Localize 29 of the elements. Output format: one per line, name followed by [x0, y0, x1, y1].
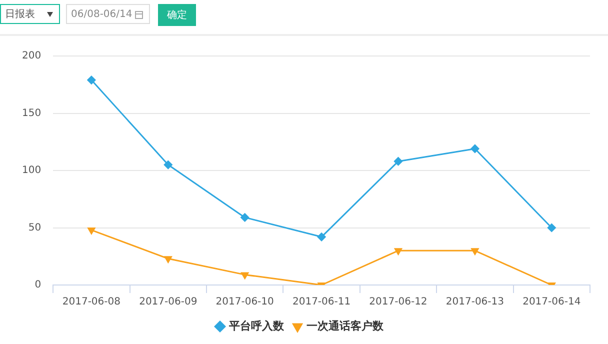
- point: [317, 232, 326, 242]
- dropdown-field: 日报表: [0, 4, 60, 24]
- x-tick-label: 2017-06-14: [522, 296, 581, 308]
- x-tick-label: 2017-06-08: [62, 296, 120, 308]
- date-field: 06/08-06/14: [66, 4, 150, 24]
- x-tick-label: 2017-06-10: [216, 296, 274, 308]
- legend-label: 平台呼入数: [228, 319, 285, 332]
- point: [240, 213, 250, 222]
- legend-label: 一次通话客户数: [306, 319, 384, 332]
- x-tick-label: 2017-06-11: [292, 296, 351, 308]
- point: [87, 76, 96, 84]
- point: [547, 224, 556, 232]
- y-tick-label: 150: [22, 108, 42, 119]
- x-tick-label: 2017-06-13: [446, 296, 504, 308]
- confirm-button: 确定: [158, 4, 196, 26]
- point: [394, 248, 402, 255]
- point: [241, 272, 249, 279]
- point: [164, 256, 172, 263]
- point: [88, 228, 96, 234]
- point: [470, 144, 480, 153]
- y-tick-label: 100: [22, 165, 42, 176]
- y-tick-label: 0: [34, 280, 42, 291]
- point: [394, 157, 402, 166]
- y-tick-label: 50: [28, 222, 42, 234]
- x-tick-label: 2017-06-12: [369, 296, 428, 308]
- point: [164, 160, 172, 170]
- point: [471, 248, 479, 255]
- y-tick-label: 200: [22, 50, 42, 62]
- x-tick-label: 2017-06-09: [139, 296, 198, 308]
